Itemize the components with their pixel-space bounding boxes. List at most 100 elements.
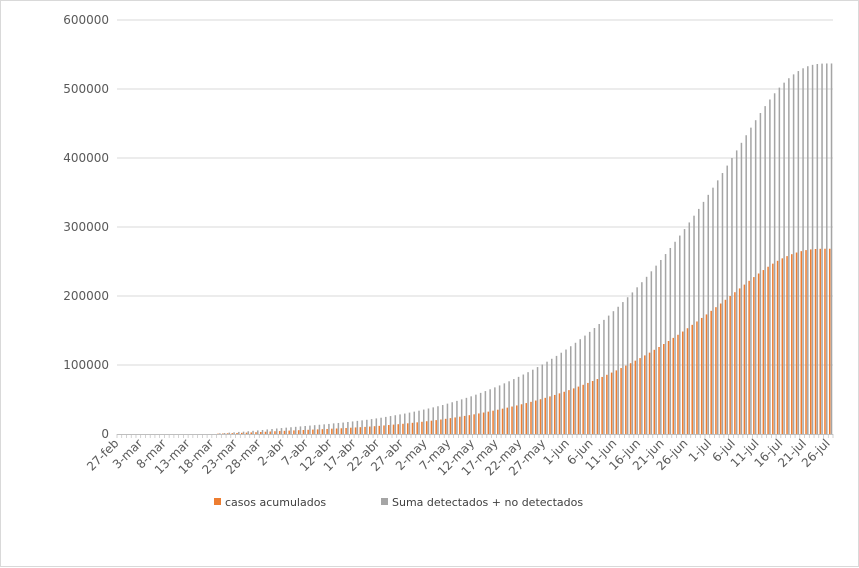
bar-casos-acumulados [241, 433, 243, 434]
bar-casos-acumulados [782, 258, 784, 434]
bar-casos-acumulados [350, 428, 352, 434]
x-tick-label: 1-jun [540, 436, 571, 467]
bar-suma-detectados [807, 66, 809, 434]
bar-casos-acumulados [397, 424, 399, 434]
bar-suma-detectados [560, 353, 562, 434]
bar-suma-detectados [371, 419, 373, 434]
bar-suma-detectados [361, 420, 363, 434]
bar-suma-detectados [513, 379, 515, 434]
bars [217, 63, 832, 434]
bar-casos-acumulados [672, 338, 674, 434]
bar-casos-acumulados [753, 277, 755, 434]
bar-suma-detectados [579, 339, 581, 434]
bar-casos-acumulados [777, 261, 779, 434]
y-tick-label: 300000 [63, 220, 109, 234]
bar-casos-acumulados [739, 288, 741, 434]
bar-suma-detectados [703, 202, 705, 434]
bar-suma-detectados [575, 343, 577, 434]
bar-casos-acumulados [303, 430, 305, 434]
bar-suma-detectados [262, 430, 264, 434]
bar-casos-acumulados [360, 427, 362, 434]
bar-casos-acumulados [445, 419, 447, 434]
bar-casos-acumulados [260, 432, 262, 434]
bar-casos-acumulados [393, 425, 395, 434]
bar-casos-acumulados [426, 421, 428, 434]
bar-casos-acumulados [620, 368, 622, 434]
bar-casos-acumulados [682, 332, 684, 434]
bar-suma-detectados [551, 359, 553, 434]
bar-casos-acumulados [819, 249, 821, 434]
bar-casos-acumulados [274, 431, 276, 434]
bar-casos-acumulados [801, 251, 803, 434]
bar-casos-acumulados [767, 267, 769, 434]
bar-casos-acumulados [668, 341, 670, 434]
bar-casos-acumulados [440, 420, 442, 434]
bar-suma-detectados [698, 209, 700, 434]
bar-casos-acumulados [525, 403, 527, 434]
bar-suma-detectados [826, 63, 828, 434]
bar-casos-acumulados [293, 430, 295, 434]
bar-casos-acumulados [758, 274, 760, 434]
bar-suma-detectados [670, 248, 672, 434]
bar-suma-detectados [323, 424, 325, 434]
bar-suma-detectados [470, 396, 472, 434]
bar-casos-acumulados [791, 254, 793, 434]
bar-suma-detectados [722, 173, 724, 434]
bar-casos-acumulados [412, 423, 414, 434]
bar-casos-acumulados [502, 409, 504, 434]
bar-casos-acumulados [706, 314, 708, 434]
bar-casos-acumulados [824, 249, 826, 434]
bar-suma-detectados [812, 65, 814, 434]
bar-suma-detectados [660, 260, 662, 434]
bar-suma-detectados [243, 432, 245, 434]
bar-casos-acumulados [616, 370, 618, 434]
bar-suma-detectados [248, 431, 250, 434]
y-tick-label: 600000 [63, 13, 109, 27]
bar-suma-detectados [224, 433, 226, 434]
bar-casos-acumulados [696, 321, 698, 434]
bar-suma-detectados [238, 432, 240, 434]
bar-suma-detectados [598, 324, 600, 434]
bar-suma-detectados [774, 93, 776, 434]
bar-casos-acumulados [307, 430, 309, 434]
bar-casos-acumulados [507, 408, 509, 434]
bar-suma-detectados [783, 83, 785, 434]
bar-casos-acumulados [815, 249, 817, 434]
bar-suma-detectados [613, 311, 615, 434]
bar-casos-acumulados [232, 433, 234, 434]
bar-casos-acumulados [431, 421, 433, 434]
bar-suma-detectados [798, 71, 800, 434]
bar-casos-acumulados [511, 407, 513, 434]
bar-casos-acumulados [592, 381, 594, 434]
bar-casos-acumulados [331, 429, 333, 434]
bar-casos-acumulados [734, 292, 736, 434]
bar-casos-acumulados [530, 402, 532, 434]
bar-suma-detectados [674, 242, 676, 434]
bar-casos-acumulados [677, 335, 679, 434]
y-tick-label: 500000 [63, 82, 109, 96]
bar-suma-detectados [366, 420, 368, 434]
bar-casos-acumulados [549, 396, 551, 434]
bar-suma-detectados [603, 320, 605, 434]
bar-casos-acumulados [606, 375, 608, 434]
bar-casos-acumulados [715, 307, 717, 434]
bar-casos-acumulados [255, 432, 257, 434]
bar-casos-acumulados [521, 404, 523, 434]
legend-label-suma-detectados: Suma detectados + no detectados [392, 496, 583, 509]
bar-suma-detectados [489, 389, 491, 434]
bar-suma-detectados [295, 427, 297, 434]
bar-suma-detectados [257, 430, 259, 434]
bar-casos-acumulados [516, 405, 518, 434]
bar-casos-acumulados [322, 429, 324, 434]
bar-casos-acumulados [288, 431, 290, 434]
bar-suma-detectados [314, 425, 316, 434]
bar-suma-detectados [395, 415, 397, 434]
bar-casos-acumulados [464, 416, 466, 434]
bar-suma-detectados [229, 433, 231, 434]
bar-suma-detectados [342, 423, 344, 434]
bar-suma-detectados [504, 383, 506, 434]
bar-casos-acumulados [772, 264, 774, 434]
bar-casos-acumulados [710, 311, 712, 434]
bar-suma-detectados [745, 135, 747, 434]
bar-casos-acumulados [691, 325, 693, 434]
